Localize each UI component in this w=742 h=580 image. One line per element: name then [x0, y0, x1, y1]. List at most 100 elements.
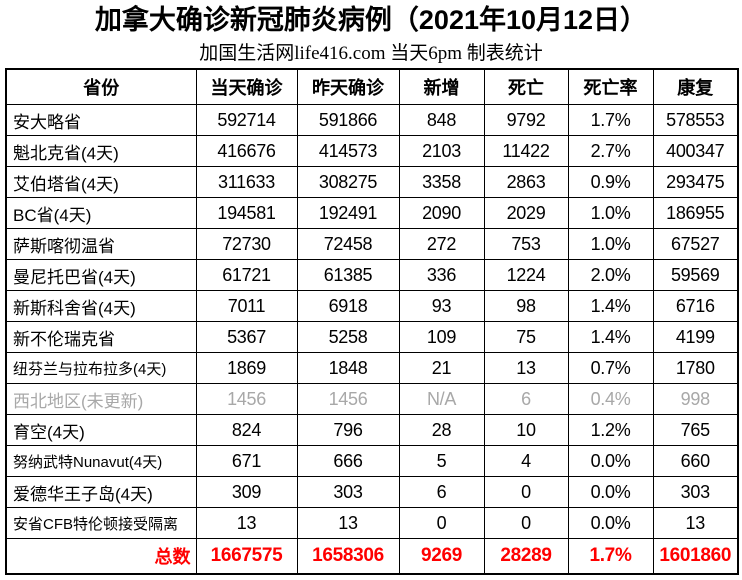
recovered-cell: 400347	[652, 135, 739, 167]
deaths-cell: 10	[483, 414, 569, 446]
total-death-rate-cell: 1.7%	[567, 538, 654, 575]
province-cell: 艾伯塔省(4天)	[5, 166, 197, 198]
recovered-cell: 303	[652, 476, 739, 508]
today-cell: 1869	[195, 352, 298, 384]
recovered-cell: 293475	[652, 166, 739, 198]
new-cases-cell: 6	[398, 476, 485, 508]
today-cell: 7011	[195, 290, 298, 322]
table-row-total: 总数 1667575 1658306 9269 28289 1.7% 16018…	[5, 538, 739, 575]
deaths-cell: 75	[483, 321, 569, 353]
death-rate-cell: 0.0%	[567, 445, 654, 477]
today-cell: 311633	[195, 166, 298, 198]
province-cell: 魁北克省(4天)	[5, 135, 197, 167]
province-cell: 安省CFB特伦顿接受隔离	[5, 507, 197, 539]
deaths-cell: 1224	[483, 259, 569, 291]
death-rate-cell: 0.0%	[567, 476, 654, 508]
today-cell: 194581	[195, 197, 298, 229]
province-cell: 萨斯喀彻温省	[5, 228, 197, 260]
table-row-nova-scotia: 新斯科舍省(4天) 7011 6918 93 98 1.4% 6716	[5, 290, 739, 322]
death-rate-cell: 2.0%	[567, 259, 654, 291]
total-recovered-cell: 1601860	[652, 538, 739, 575]
province-cell: 新不伦瑞克省	[5, 321, 197, 353]
header-row: 省份 当天确诊 昨天确诊 新增 死亡 死亡率 康复	[5, 68, 739, 105]
table-row-alberta: 艾伯塔省(4天) 311633 308275 3358 2863 0.9% 29…	[5, 166, 739, 198]
recovered-cell: 186955	[652, 197, 739, 229]
total-label: 总数	[5, 538, 197, 575]
recovered-cell: 998	[652, 383, 739, 415]
today-cell: 309	[195, 476, 298, 508]
death-rate-cell: 1.2%	[567, 414, 654, 446]
province-cell: 新斯科舍省(4天)	[5, 290, 197, 322]
new-cases-cell: N/A	[398, 383, 485, 415]
deaths-cell: 9792	[483, 104, 569, 136]
death-rate-cell: 1.4%	[567, 290, 654, 322]
col-header-new: 新增	[398, 68, 485, 105]
new-cases-cell: 336	[398, 259, 485, 291]
province-cell: 曼尼托巴省(4天)	[5, 259, 197, 291]
col-header-death-rate: 死亡率	[567, 68, 654, 105]
yesterday-cell: 13	[296, 507, 400, 539]
recovered-cell: 59569	[652, 259, 739, 291]
deaths-cell: 0	[483, 476, 569, 508]
deaths-cell: 13	[483, 352, 569, 384]
table-row-yukon: 育空(4天) 824 796 28 10 1.2% 765	[5, 414, 739, 446]
recovered-cell: 1780	[652, 352, 739, 384]
recovered-cell: 765	[652, 414, 739, 446]
province-cell: 爱德华王子岛(4天)	[5, 476, 197, 508]
province-cell: 纽芬兰与拉布拉多(4天)	[5, 352, 197, 384]
deaths-cell: 753	[483, 228, 569, 260]
new-cases-cell: 2090	[398, 197, 485, 229]
recovered-cell: 4199	[652, 321, 739, 353]
table-row-new-brunswick: 新不伦瑞克省 5367 5258 109 75 1.4% 4199	[5, 321, 739, 353]
recovered-cell: 578553	[652, 104, 739, 136]
table-row-manitoba: 曼尼托巴省(4天) 61721 61385 336 1224 2.0% 5956…	[5, 259, 739, 291]
new-cases-cell: 3358	[398, 166, 485, 198]
yesterday-cell: 308275	[296, 166, 400, 198]
col-header-yesterday: 昨天确诊	[296, 68, 400, 105]
today-cell: 13	[195, 507, 298, 539]
death-rate-cell: 1.0%	[567, 228, 654, 260]
death-rate-cell: 1.7%	[567, 104, 654, 136]
covid-stats-table: 省份 当天确诊 昨天确诊 新增 死亡 死亡率 康复 安大略省 592714 59…	[5, 68, 739, 575]
yesterday-cell: 303	[296, 476, 400, 508]
yesterday-cell: 796	[296, 414, 400, 446]
province-cell: 努纳武特Nunavut(4天)	[5, 445, 197, 477]
recovered-cell: 13	[652, 507, 739, 539]
deaths-cell: 0	[483, 507, 569, 539]
yesterday-cell: 666	[296, 445, 400, 477]
yesterday-cell: 1848	[296, 352, 400, 384]
today-cell: 72730	[195, 228, 298, 260]
new-cases-cell: 0	[398, 507, 485, 539]
total-today-cell: 1667575	[195, 538, 298, 575]
deaths-cell: 11422	[483, 135, 569, 167]
table-row-bc: BC省(4天) 194581 192491 2090 2029 1.0% 186…	[5, 197, 739, 229]
today-cell: 5367	[195, 321, 298, 353]
col-header-recovered: 康复	[652, 68, 739, 105]
table-row-cfb-trenton: 安省CFB特伦顿接受隔离 13 13 0 0 0.0% 13	[5, 507, 739, 539]
new-cases-cell: 2103	[398, 135, 485, 167]
deaths-cell: 6	[483, 383, 569, 415]
new-cases-cell: 848	[398, 104, 485, 136]
yesterday-cell: 1456	[296, 383, 400, 415]
death-rate-cell: 0.7%	[567, 352, 654, 384]
recovered-cell: 6716	[652, 290, 739, 322]
death-rate-cell: 0.0%	[567, 507, 654, 539]
today-cell: 824	[195, 414, 298, 446]
table-row-quebec: 魁北克省(4天) 416676 414573 2103 11422 2.7% 4…	[5, 135, 739, 167]
province-cell: 安大略省	[5, 104, 197, 136]
yesterday-cell: 72458	[296, 228, 400, 260]
new-cases-cell: 28	[398, 414, 485, 446]
deaths-cell: 2029	[483, 197, 569, 229]
death-rate-cell: 0.9%	[567, 166, 654, 198]
deaths-cell: 98	[483, 290, 569, 322]
yesterday-cell: 591866	[296, 104, 400, 136]
table-row-nunavut: 努纳武特Nunavut(4天) 671 666 5 4 0.0% 660	[5, 445, 739, 477]
table-row-saskatchewan: 萨斯喀彻温省 72730 72458 272 753 1.0% 67527	[5, 228, 739, 260]
province-cell: 西北地区(未更新)	[5, 383, 197, 415]
deaths-cell: 4	[483, 445, 569, 477]
death-rate-cell: 2.7%	[567, 135, 654, 167]
today-cell: 592714	[195, 104, 298, 136]
yesterday-cell: 192491	[296, 197, 400, 229]
deaths-cell: 2863	[483, 166, 569, 198]
